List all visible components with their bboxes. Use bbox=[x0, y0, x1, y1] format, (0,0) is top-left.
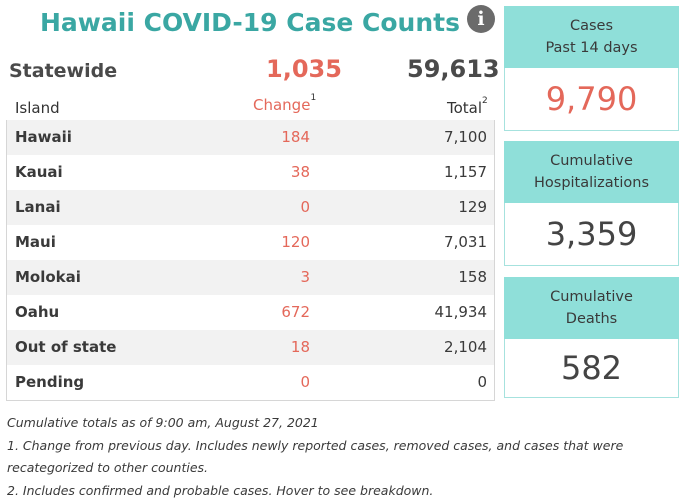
card-title-line2: Deaths bbox=[566, 308, 617, 330]
island-total: 1,157 bbox=[444, 163, 487, 181]
table-row[interactable]: Out of state 18 2,104 bbox=[7, 330, 494, 365]
island-change: 672 bbox=[281, 303, 310, 321]
island-change: 120 bbox=[281, 233, 310, 251]
table-row[interactable]: Kauai 38 1,157 bbox=[7, 155, 494, 190]
column-header-total: Total2 bbox=[447, 99, 488, 117]
table-row[interactable]: Oahu 672 41,934 bbox=[7, 295, 494, 330]
column-header-island: Island bbox=[15, 99, 60, 117]
island-name: Maui bbox=[15, 233, 56, 251]
island-name: Pending bbox=[15, 373, 84, 391]
island-name: Oahu bbox=[15, 303, 59, 321]
island-total: 7,100 bbox=[444, 128, 487, 146]
card-value: 9,790 bbox=[504, 68, 679, 131]
statewide-change: 1,035 bbox=[266, 55, 342, 83]
island-total: 158 bbox=[458, 268, 487, 286]
card-header: Cumulative Hospitalizations bbox=[504, 141, 679, 203]
island-total: 7,031 bbox=[444, 233, 487, 251]
island-change: 0 bbox=[300, 373, 310, 391]
change-footnote-marker: 1 bbox=[310, 93, 316, 103]
island-name: Kauai bbox=[15, 163, 63, 181]
cumulative-deaths-card: Cumulative Deaths 582 bbox=[504, 277, 679, 398]
island-total: 41,934 bbox=[435, 303, 488, 321]
total-footnote-marker: 2 bbox=[482, 96, 488, 106]
island-name: Lanai bbox=[15, 198, 61, 216]
table-row[interactable]: Lanai 0 129 bbox=[7, 190, 494, 225]
card-value: 582 bbox=[504, 339, 679, 398]
island-change: 0 bbox=[300, 198, 310, 216]
column-header-change-label: Change bbox=[253, 96, 310, 114]
card-title-line1: Cumulative bbox=[550, 286, 633, 308]
card-title-line2: Hospitalizations bbox=[534, 172, 649, 194]
page-title: Hawaii COVID-19 Case Counts bbox=[0, 8, 500, 37]
column-header-total-label: Total bbox=[447, 99, 482, 117]
footnote-1-cont: recategorized to other counties. bbox=[7, 457, 677, 480]
island-change: 18 bbox=[291, 338, 310, 356]
statewide-label: Statewide bbox=[9, 60, 117, 82]
card-title-line1: Cumulative bbox=[550, 150, 633, 172]
as-of-note: Cumulative totals as of 9:00 am, August … bbox=[7, 412, 677, 435]
island-change: 184 bbox=[281, 128, 310, 146]
cumulative-hospitalizations-card: Cumulative Hospitalizations 3,359 bbox=[504, 141, 679, 266]
island-change: 3 bbox=[300, 268, 310, 286]
card-value: 3,359 bbox=[504, 203, 679, 266]
cases-14-days-card: Cases Past 14 days 9,790 bbox=[504, 6, 679, 131]
footnote-1: 1. Change from previous day. Includes ne… bbox=[7, 435, 677, 458]
island-total: 129 bbox=[458, 198, 487, 216]
table-row[interactable]: Pending 0 0 bbox=[7, 365, 494, 400]
island-table: Hawaii 184 7,100 Kauai 38 1,157 Lanai 0 … bbox=[6, 120, 495, 401]
table-row[interactable]: Hawaii 184 7,100 bbox=[7, 120, 494, 155]
card-title-line2: Past 14 days bbox=[545, 37, 637, 59]
statewide-total: 59,613 bbox=[407, 55, 500, 83]
table-row[interactable]: Molokai 3 158 bbox=[7, 260, 494, 295]
column-header-change: Change1 bbox=[253, 96, 316, 114]
island-change: 38 bbox=[291, 163, 310, 181]
footnotes: Cumulative totals as of 9:00 am, August … bbox=[7, 412, 677, 502]
info-icon[interactable]: i bbox=[467, 5, 495, 33]
table-row[interactable]: Maui 120 7,031 bbox=[7, 225, 494, 260]
island-name: Hawaii bbox=[15, 128, 72, 146]
card-header: Cases Past 14 days bbox=[504, 6, 679, 68]
card-header: Cumulative Deaths bbox=[504, 277, 679, 339]
island-total: 2,104 bbox=[444, 338, 487, 356]
card-title-line1: Cases bbox=[570, 15, 613, 37]
island-name: Molokai bbox=[15, 268, 81, 286]
island-name: Out of state bbox=[15, 338, 116, 356]
island-total: 0 bbox=[477, 373, 487, 391]
